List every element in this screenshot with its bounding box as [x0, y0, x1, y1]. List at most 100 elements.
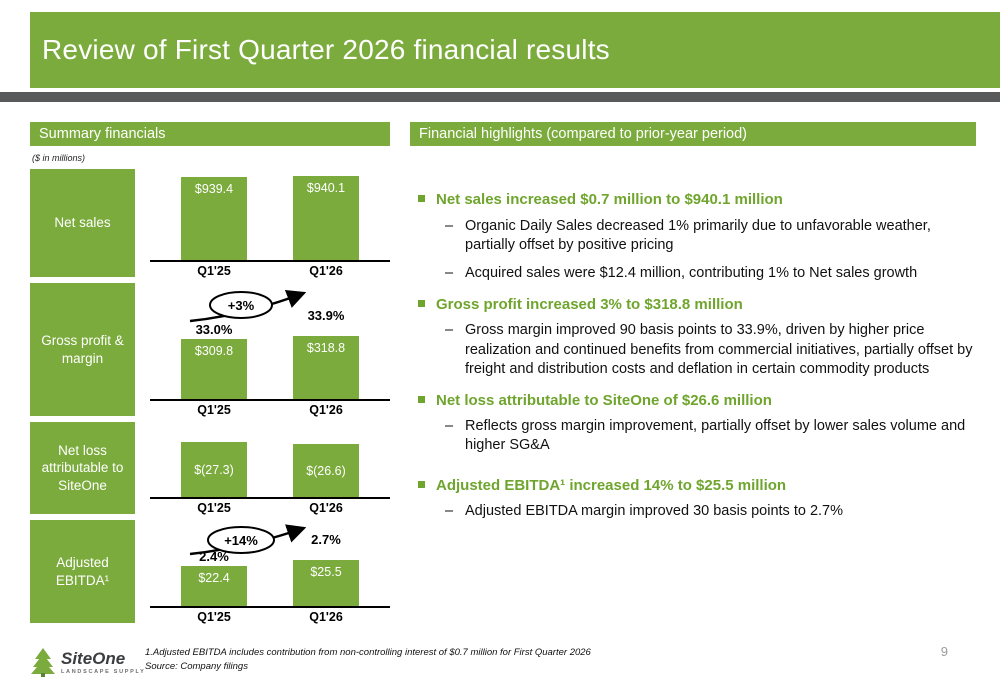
period-label: Q1'25 [197, 403, 231, 417]
bar-adjusted-ebitda-q125: $22.4 [181, 566, 247, 606]
margin-pct-q126: 2.7% [311, 532, 341, 547]
source-note: Source: Company filings [145, 661, 248, 673]
sub-bullet: Organic Daily Sales decreased 1% primari… [410, 217, 974, 255]
bullet-net-loss: Net loss attributable to SiteOne of $26.… [410, 391, 974, 456]
period-label: Q1'26 [309, 501, 343, 515]
net-sales-chart: $939.4 $940.1 Q1'25 Q1'26 [150, 169, 390, 278]
period-labels: Q1'25 Q1'26 [150, 264, 390, 278]
siteone-logo: SiteOne LANDSCAPE SUPPLY [30, 647, 145, 677]
net-sales-plot: $939.4 $940.1 [150, 169, 390, 260]
bullet-net-sales: Net sales increased $0.7 million to $940… [410, 190, 974, 283]
square-bullet-icon [418, 195, 425, 202]
bar-adjusted-ebitda-q126: $25.5 [293, 560, 359, 606]
chart-group-gross-profit: Gross profit & margin +3% [30, 283, 390, 417]
page-number: 9 [940, 644, 948, 659]
bar-net-loss-q126: $(26.6) [293, 444, 359, 497]
period-label: Q1'26 [309, 403, 343, 417]
period-labels: Q1'25 Q1'26 [150, 501, 390, 515]
bar-column: 2.7% $25.5 [293, 532, 359, 606]
bullet-heading: Adjusted EBITDA¹ increased 14% to $25.5 … [410, 476, 974, 496]
page-title: Review of First Quarter 2026 financial r… [42, 34, 610, 65]
period-label: Q1'25 [197, 610, 231, 624]
chart-group-net-sales: Net sales $939.4 $940.1 [30, 169, 390, 278]
bar-value: $309.8 [194, 344, 234, 358]
sub-bullet: Acquired sales were $12.4 million, contr… [410, 264, 974, 283]
bar-value: $(27.3) [194, 462, 234, 477]
financial-highlights-header: Financial highlights (compared to prior-… [410, 122, 976, 146]
units-note: ($ in millions) [32, 153, 86, 163]
bar-column: 33.0% $309.8 [181, 322, 247, 399]
axis-baseline [150, 399, 390, 401]
net-loss-chart: $(27.3) $(26.6) Q1'25 Q1'26 [150, 422, 390, 515]
period-labels: Q1'25 Q1'26 [150, 610, 390, 624]
square-bullet-icon [418, 395, 425, 403]
chart-group-adjusted-ebitda: Adjusted EBITDA¹ +14% [30, 520, 390, 624]
square-bullet-icon [418, 299, 425, 307]
gross-profit-chart: +3% 33.0% $309.8 33.9% $318.8 [150, 283, 390, 417]
bullet-heading-text: Adjusted EBITDA¹ increased 14% to $25.5 … [436, 476, 787, 494]
financial-highlights-panel: Financial highlights (compared to prior-… [410, 122, 976, 533]
bar-value: $940.1 [306, 181, 346, 195]
axis-baseline [150, 497, 390, 499]
adjusted-ebitda-chart: +14% 2.4% $22.4 2.7% $25.5 [150, 520, 390, 624]
period-label: Q1'26 [309, 610, 343, 624]
bar-value: $22.4 [198, 571, 230, 585]
change-annotation-adjusted-ebitda: +14% [184, 520, 320, 567]
sub-bullet: Reflects gross margin improvement, parti… [410, 417, 974, 455]
bullet-heading: Net loss attributable to SiteOne of $26.… [410, 391, 974, 411]
bullet-heading-text: Gross profit increased 3% to $318.8 mill… [436, 295, 743, 313]
bar-column: $939.4 [181, 177, 247, 260]
change-badge-oval [207, 526, 275, 554]
tree-icon [31, 648, 55, 677]
bar-value: $25.5 [310, 565, 342, 579]
bullet-heading-text: Net sales increased $0.7 million to $940… [436, 191, 783, 208]
footer: SiteOne LANDSCAPE SUPPLY 1.Adjusted EBIT… [30, 635, 1000, 679]
change-badge-text: +3% [228, 298, 255, 313]
bar-column: $940.1 [293, 176, 359, 260]
sub-bullet: Gross margin improved 90 basis points to… [410, 321, 974, 378]
row-label-net-loss: Net loss attributable to SiteOne [30, 422, 135, 514]
highlights-list: Net sales increased $0.7 million to $940… [410, 190, 976, 521]
period-label: Q1'25 [197, 501, 231, 515]
period-labels: Q1'25 Q1'26 [150, 403, 390, 417]
logo-text: SiteOne LANDSCAPE SUPPLY [61, 650, 145, 675]
bar-column: $(26.6) [293, 444, 359, 497]
footnotes: 1.Adjusted EBITDA includes contribution … [145, 646, 591, 675]
bar-column: 2.4% $22.4 [181, 549, 247, 606]
summary-financials-header: Summary financials [30, 122, 390, 146]
net-loss-plot: $(27.3) $(26.6) [150, 422, 390, 497]
change-badge-oval [209, 291, 273, 319]
bar-net-sales-q126: $940.1 [293, 176, 359, 260]
divider-bar [0, 92, 1000, 102]
axis-baseline [150, 260, 390, 262]
bullet-heading-text: Net loss attributable to SiteOne of $26.… [436, 391, 772, 409]
bar-net-sales-q125: $939.4 [181, 177, 247, 260]
period-label: Q1'25 [197, 264, 231, 278]
margin-pct-q126: 33.9% [307, 308, 345, 323]
sub-bullet: Adjusted EBITDA margin improved 30 basis… [410, 502, 974, 521]
bar-net-loss-q125: $(27.3) [181, 442, 247, 497]
bar-value: $318.8 [306, 341, 346, 355]
summary-financials-panel: Summary financials ($ in millions) Net s… [30, 122, 390, 629]
bar-gross-profit-q126: $318.8 [293, 336, 359, 399]
bar-column: $(27.3) [181, 442, 247, 497]
row-label-net-sales: Net sales [30, 169, 135, 277]
bar-gross-profit-q125: $309.8 [181, 339, 247, 399]
row-label-adjusted-ebitda: Adjusted EBITDA¹ [30, 520, 135, 623]
chart-group-net-loss: Net loss attributable to SiteOne $(27.3)… [30, 422, 390, 515]
bullet-heading: Gross profit increased 3% to $318.8 mill… [410, 295, 974, 315]
square-bullet-icon [418, 480, 425, 488]
logo-subtext: LANDSCAPE SUPPLY [61, 668, 146, 675]
change-badge-text: +14% [224, 533, 258, 548]
bullet-heading: Net sales increased $0.7 million to $940… [410, 190, 974, 210]
adjusted-ebitda-plot: +14% 2.4% $22.4 2.7% $25.5 [150, 520, 390, 606]
period-label: Q1'26 [309, 264, 343, 278]
bullet-adjusted-ebitda: Adjusted EBITDA¹ increased 14% to $25.5 … [410, 476, 974, 521]
axis-baseline [150, 606, 390, 608]
margin-pct-q125: 33.0% [195, 322, 233, 337]
change-annotation-gross-profit: +3% [184, 283, 320, 334]
bar-column: 33.9% $318.8 [293, 308, 359, 399]
gross-profit-plot: +3% 33.0% $309.8 33.9% $318.8 [150, 283, 390, 399]
bar-value: $939.4 [194, 182, 234, 196]
